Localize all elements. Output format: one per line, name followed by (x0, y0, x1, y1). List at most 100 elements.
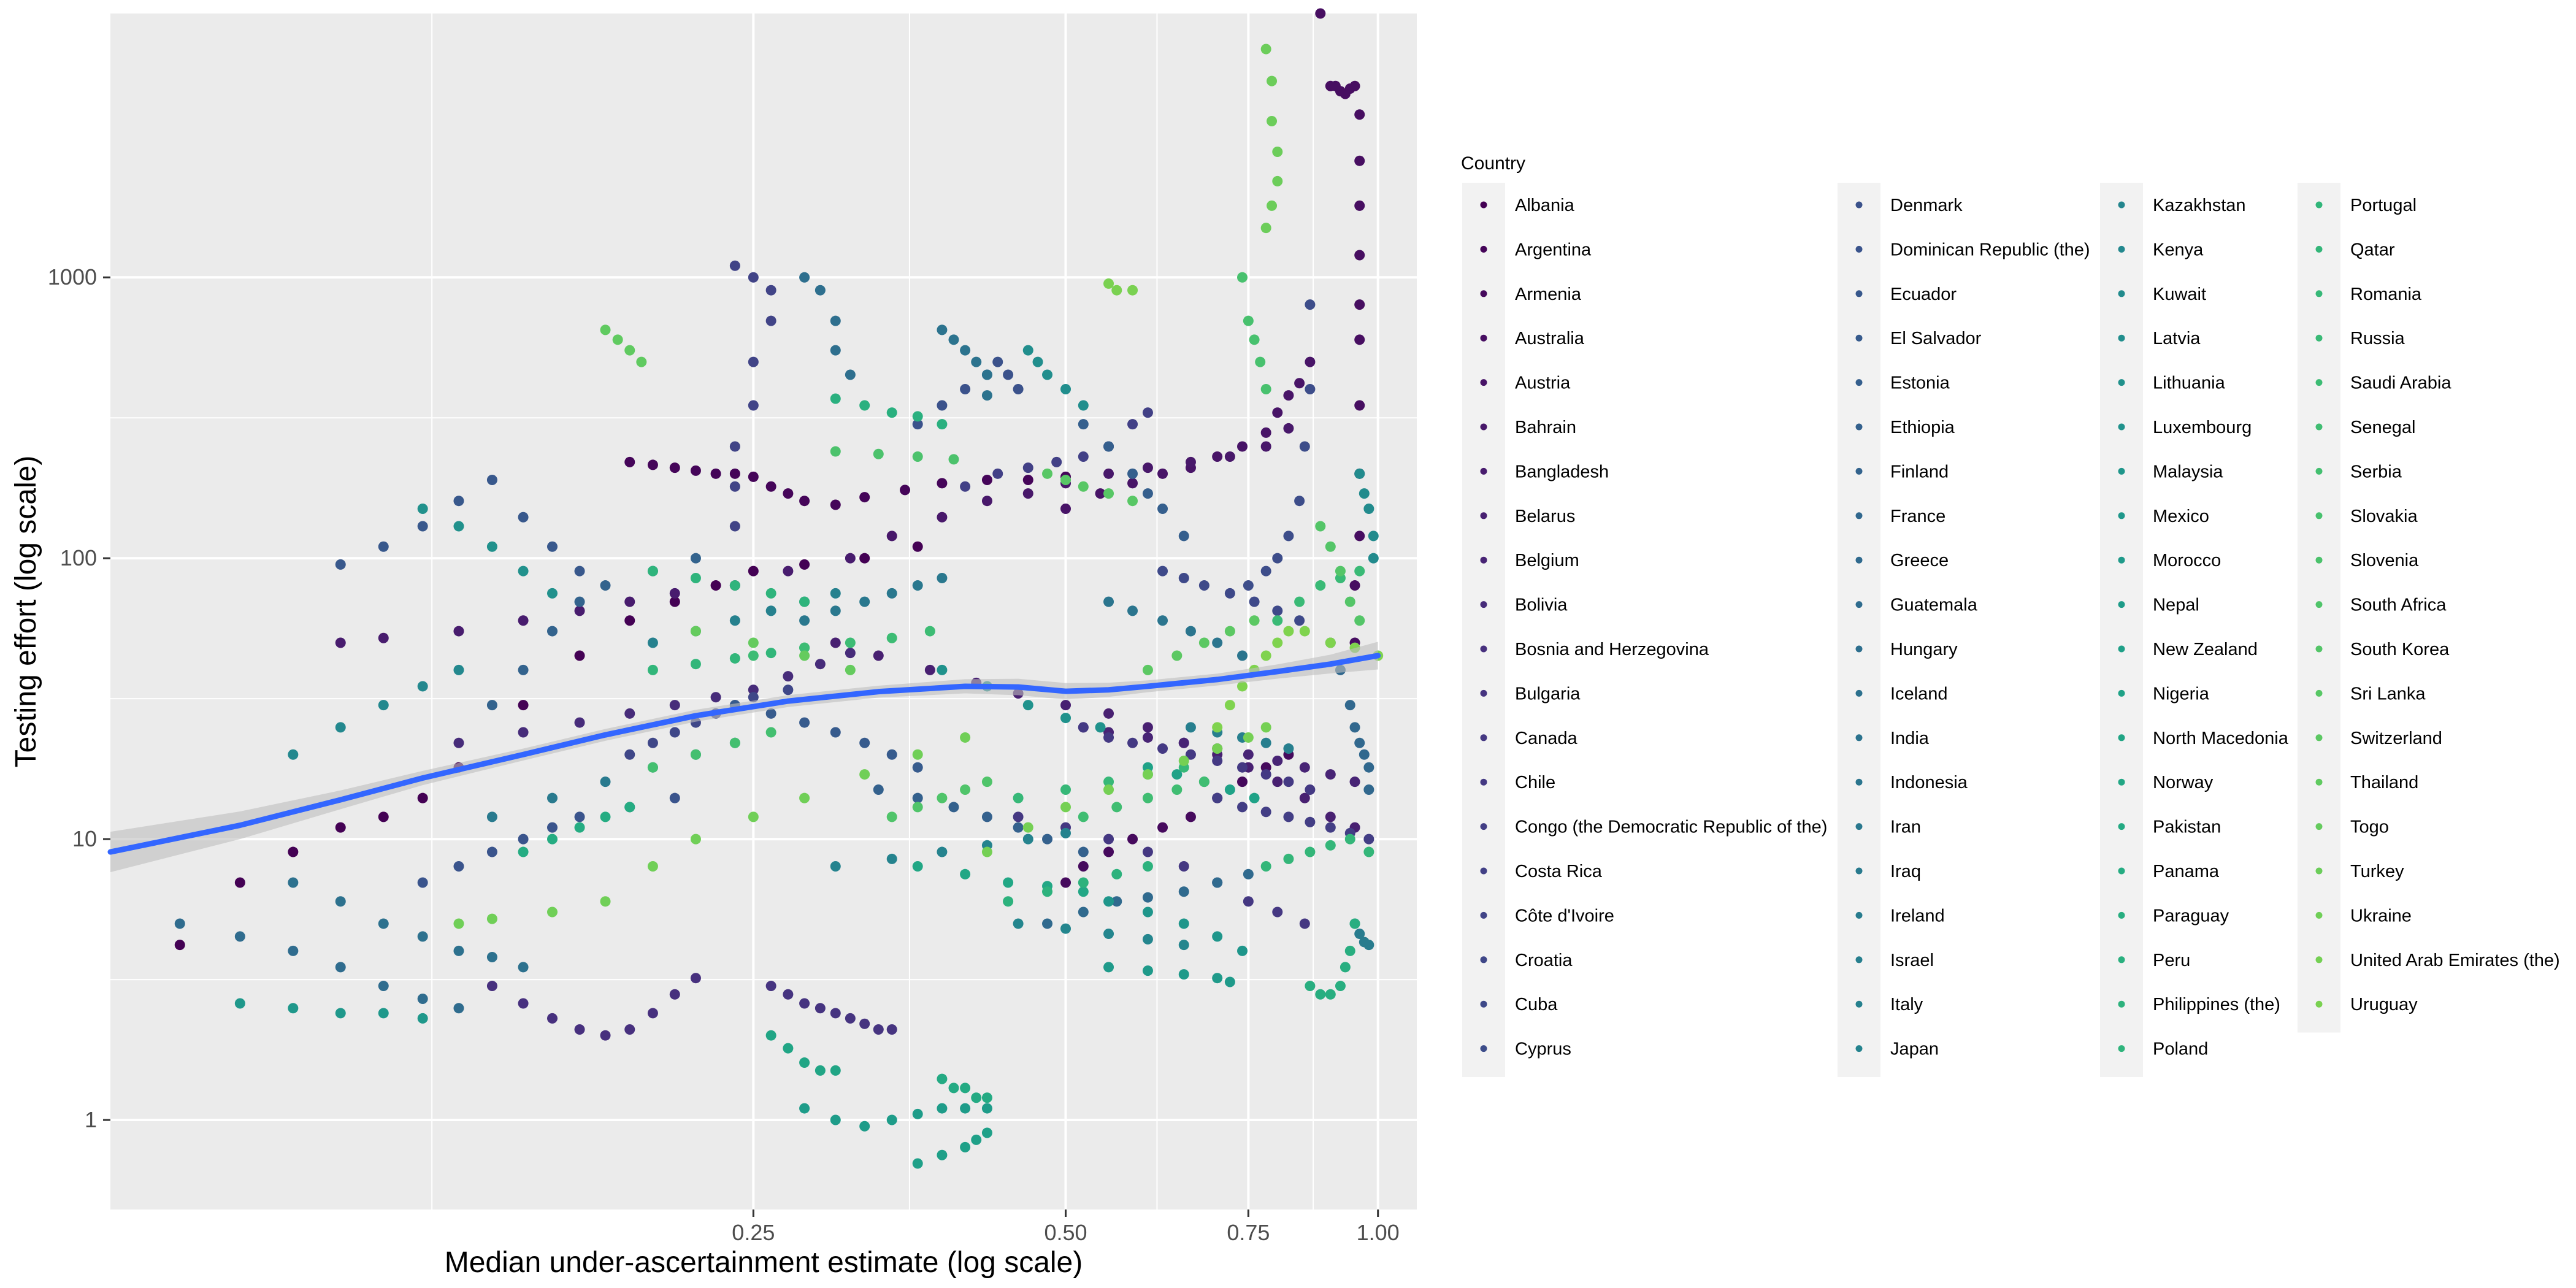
data-point (748, 471, 759, 482)
data-point (981, 1127, 992, 1138)
data-point (799, 717, 810, 728)
data-point (1224, 784, 1235, 795)
data-point (799, 596, 810, 607)
data-point (765, 605, 776, 616)
data-point (574, 605, 585, 616)
legend-label: Poland (2153, 1040, 2208, 1059)
data-point (1111, 802, 1122, 813)
data-point (859, 1121, 870, 1132)
data-point (1142, 861, 1153, 872)
data-point (1354, 334, 1365, 345)
legend-key (2118, 823, 2125, 830)
data-point (1315, 580, 1326, 591)
data-point (912, 1158, 923, 1169)
data-point (1142, 722, 1153, 733)
legend-label: Estonia (1890, 374, 1950, 393)
legend-key (1480, 689, 1487, 697)
data-point (1237, 762, 1248, 773)
x-tick-label: 0.50 (1044, 1220, 1087, 1245)
data-point (624, 615, 635, 626)
data-point (1305, 816, 1316, 827)
data-point (1283, 811, 1294, 822)
data-point (1224, 626, 1235, 637)
legend-label: Bahrain (1515, 418, 1576, 437)
data-point (1305, 981, 1316, 992)
data-point (1178, 861, 1189, 872)
data-point (1272, 755, 1283, 766)
data-point (830, 1114, 841, 1125)
data-point (1103, 846, 1114, 857)
data-point (748, 811, 759, 822)
data-point (748, 400, 759, 411)
data-point (486, 846, 497, 857)
data-point (886, 588, 897, 599)
data-point (912, 411, 923, 422)
data-point (574, 717, 585, 728)
legend-label: Panama (2153, 862, 2220, 881)
data-point (1243, 580, 1254, 591)
data-point (1359, 749, 1370, 760)
data-point (799, 650, 810, 661)
data-point (1212, 743, 1223, 754)
data-point (647, 565, 658, 577)
legend-key (2118, 911, 2125, 919)
data-point (1368, 553, 1379, 564)
data-point (937, 1103, 948, 1114)
data-point (486, 952, 497, 963)
data-point (799, 559, 810, 570)
data-point (783, 1043, 794, 1054)
data-point (1051, 456, 1062, 467)
data-point (1283, 626, 1294, 637)
data-point (1359, 488, 1370, 499)
data-point (453, 496, 464, 507)
data-point (624, 596, 635, 607)
data-point (600, 1030, 611, 1041)
data-point (1237, 441, 1248, 452)
data-point (335, 1008, 346, 1019)
data-point (1157, 822, 1168, 833)
data-point (729, 260, 740, 271)
data-point (1267, 200, 1278, 211)
legend-label: Kuwait (2153, 285, 2206, 304)
data-point (1142, 892, 1153, 903)
data-point (1022, 345, 1033, 356)
legend-key (1480, 290, 1487, 297)
data-point (1325, 637, 1336, 648)
legend-key (2315, 201, 2323, 209)
data-point (417, 681, 428, 692)
data-point (1299, 762, 1310, 773)
legend-key (1480, 601, 1487, 608)
data-point (948, 1083, 959, 1094)
legend-label: France (1890, 507, 1945, 526)
legend-key (2315, 734, 2323, 742)
data-point (288, 749, 299, 760)
data-point (1260, 44, 1271, 55)
data-point (547, 907, 558, 918)
data-point (1212, 722, 1223, 733)
data-point (624, 345, 635, 356)
data-point (1283, 390, 1294, 401)
legend-label: Iraq (1890, 862, 1921, 881)
legend: Country Albania Argentina Armenia Australia… (1461, 153, 2560, 1077)
data-point (1272, 407, 1283, 418)
data-point (960, 1083, 971, 1094)
data-point (1022, 462, 1033, 473)
data-point (937, 846, 948, 857)
data-point (518, 846, 529, 857)
legend-key (2118, 467, 2125, 475)
legend-key (2315, 379, 2323, 386)
data-point (288, 945, 299, 956)
data-point (1103, 834, 1114, 845)
data-point (1212, 931, 1223, 942)
legend-label: Uruguay (2350, 995, 2418, 1014)
data-point (574, 811, 585, 822)
data-point (636, 356, 647, 367)
data-point (1354, 400, 1365, 411)
data-point (1003, 369, 1014, 380)
data-point (1354, 565, 1365, 577)
legend-label: Canada (1515, 729, 1577, 748)
data-point (799, 272, 810, 283)
data-point (600, 811, 611, 822)
data-point (960, 1141, 971, 1152)
data-point (1325, 541, 1336, 552)
